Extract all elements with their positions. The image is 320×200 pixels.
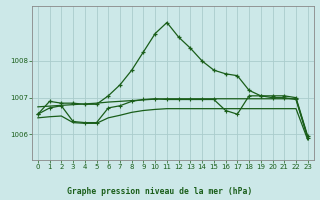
Text: Graphe pression niveau de la mer (hPa): Graphe pression niveau de la mer (hPa)	[68, 187, 252, 196]
